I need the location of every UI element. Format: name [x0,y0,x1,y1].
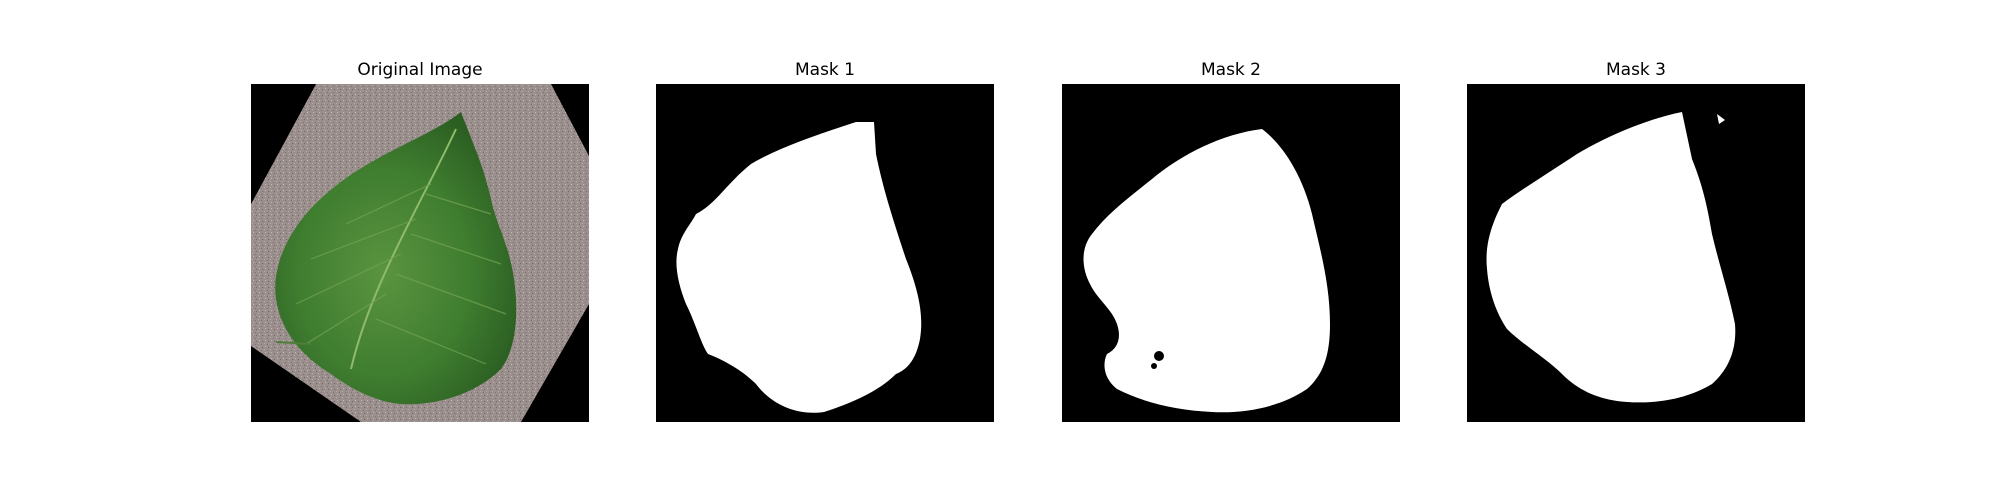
panel-title: Mask 2 [1200,60,1261,80]
mask-2-image [1062,84,1400,422]
mask-1-region [676,122,922,413]
leaf-stem [275,341,312,345]
mask-1 [656,84,994,422]
mask-2-hole [1154,351,1164,361]
mask-2-hole [1151,363,1157,369]
panel-title: Original Image [357,60,483,80]
panel-title: Mask 3 [1605,60,1666,80]
mask-3-region [1486,112,1736,403]
mask-3-image [1467,84,1805,422]
leaf-shape [275,112,517,405]
mask-3 [1467,84,1805,422]
original-image [251,84,589,422]
panel-title: Mask 1 [794,60,855,80]
mask-2 [1062,84,1400,422]
leaf-midrib [350,128,457,370]
mask-2-region [1083,129,1330,413]
leaf-photo [251,84,589,422]
mask-3-speck [1717,114,1725,124]
mask-1-image [656,84,994,422]
leaf-veins [295,183,507,365]
